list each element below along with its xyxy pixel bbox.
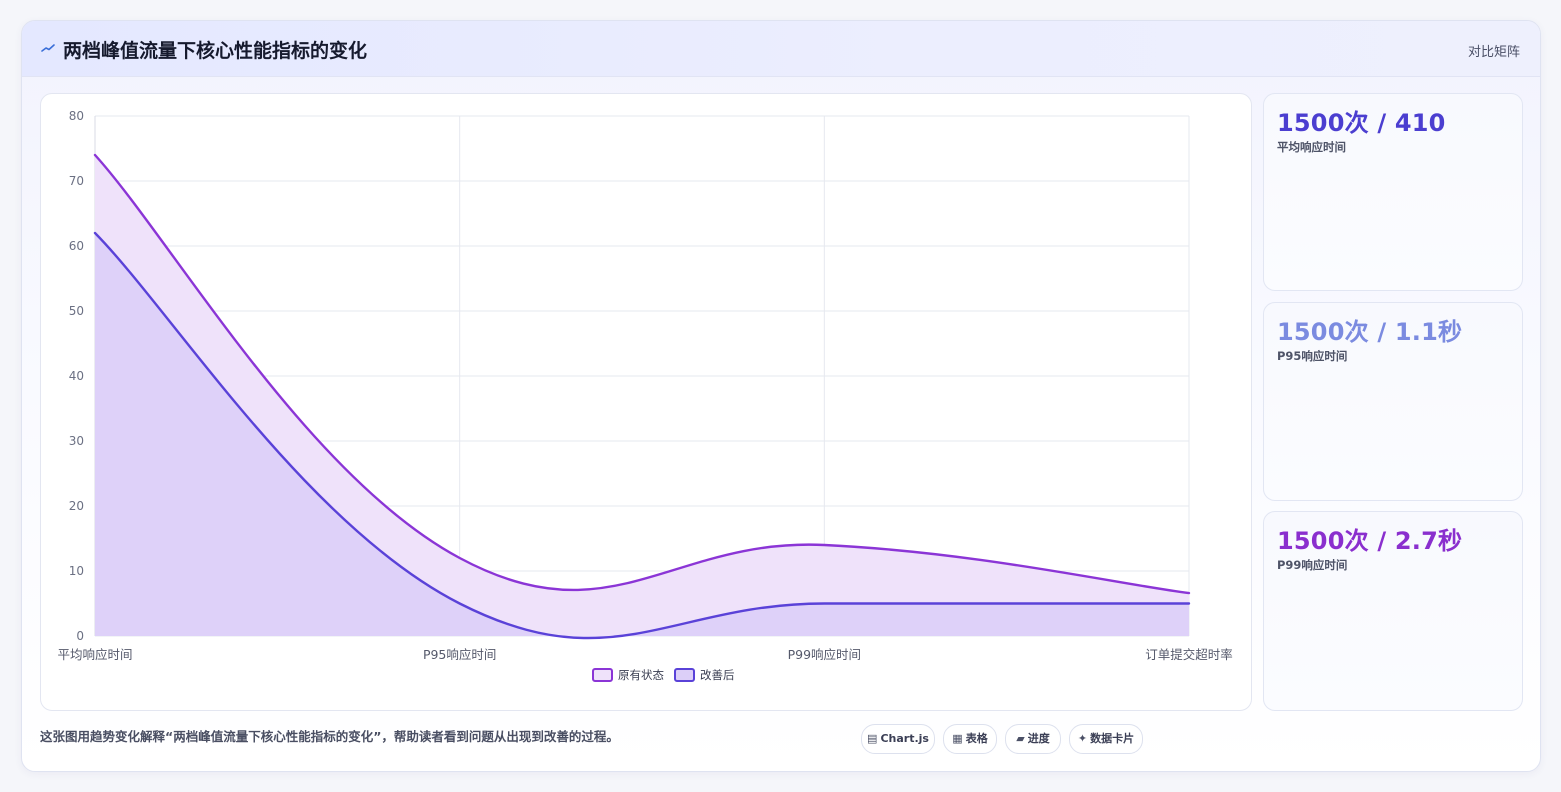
y-tick-label: 50 xyxy=(69,304,84,318)
stat-value: 1500次 / 410 xyxy=(1277,109,1446,137)
series-area-1 xyxy=(95,233,1189,639)
chip-label: 进度 xyxy=(1027,732,1050,745)
stat-label: P95响应时间 xyxy=(1277,349,1348,363)
legend-swatch xyxy=(674,668,695,682)
chip-label: Chart.js xyxy=(880,732,929,745)
chip-label: 数据卡片 xyxy=(1090,732,1135,745)
x-tick-label: 订单提交超时率 xyxy=(1145,647,1233,662)
y-tick-label: 10 xyxy=(69,564,84,578)
page-title: 两档峰值流量下核心性能指标的变化 xyxy=(63,40,368,62)
compare-matrix-link[interactable]: 对比矩阵 xyxy=(1467,45,1520,60)
y-tick-label: 20 xyxy=(69,499,84,513)
chip-data-card[interactable]: ✦ 数据卡片 xyxy=(1069,724,1143,754)
stat-card-avg: 1500次 / 410 平均响应时间 xyxy=(1263,93,1523,291)
stat-label: 平均响应时间 xyxy=(1277,140,1346,154)
area-chart: 0 10 20 30 40 50 60 70 80 平均响应时间 P95响应时间 P99响应时间 订单提… xyxy=(57,109,1233,682)
sparkle-icon: ✦ xyxy=(1077,732,1088,745)
y-tick-label: 80 xyxy=(69,109,84,123)
stat-card-p95: 1500次 / 1.1秒 P95响应时间 xyxy=(1263,302,1523,501)
table-icon: ▦ xyxy=(952,732,963,745)
stat-card-p99: 1500次 / 2.7秒 P99响应时间 xyxy=(1263,511,1523,711)
chip-chartjs[interactable]: ▤ Chart.js xyxy=(861,724,935,754)
y-tick-label: 70 xyxy=(69,174,84,188)
chart-icon: ▤ xyxy=(867,732,878,745)
x-tick-label: P99响应时间 xyxy=(788,647,861,662)
legend-label: 原有状态 xyxy=(618,668,664,682)
stat-label: P99响应时间 xyxy=(1277,558,1348,572)
stat-value: 1500次 / 1.1秒 xyxy=(1277,318,1463,346)
chart-panel: 0 10 20 30 40 50 60 70 80 平均响应时间 P95响应时间 P99响应时间 订单提… xyxy=(40,93,1252,711)
series-line-1 xyxy=(93,231,1191,640)
stat-value: 1500次 / 2.7秒 xyxy=(1277,527,1463,555)
chart-caption: 这张图用趋势变化解释“两档峰值流量下核心性能指标的变化”，帮助读者看到问题从出现… xyxy=(40,729,619,744)
y-tick-label: 60 xyxy=(69,239,84,253)
legend-swatch xyxy=(592,668,613,682)
card-header: 两档峰值流量下核心性能指标的变化 对比矩阵 xyxy=(22,21,1540,77)
series-area-0 xyxy=(95,155,1189,636)
chip-table[interactable]: ▦ 表格 xyxy=(943,724,997,754)
series-line-0 xyxy=(93,153,1191,595)
trend-icon xyxy=(41,44,55,52)
y-tick-label: 0 xyxy=(76,629,84,643)
y-tick-label: 30 xyxy=(69,434,84,448)
chart-card: 两档峰值流量下核心性能指标的变化 对比矩阵 0 10 20 30 40 50 60 70 80 平… xyxy=(21,20,1541,772)
progress-icon: ▰ xyxy=(1016,732,1025,745)
chip-progress[interactable]: ▰ 进度 xyxy=(1005,724,1061,754)
x-tick-label: P95响应时间 xyxy=(423,647,496,662)
x-tick-label: 平均响应时间 xyxy=(57,647,132,662)
chip-label: 表格 xyxy=(965,732,988,745)
y-tick-label: 40 xyxy=(69,369,84,383)
legend-label: 改善后 xyxy=(700,668,735,682)
